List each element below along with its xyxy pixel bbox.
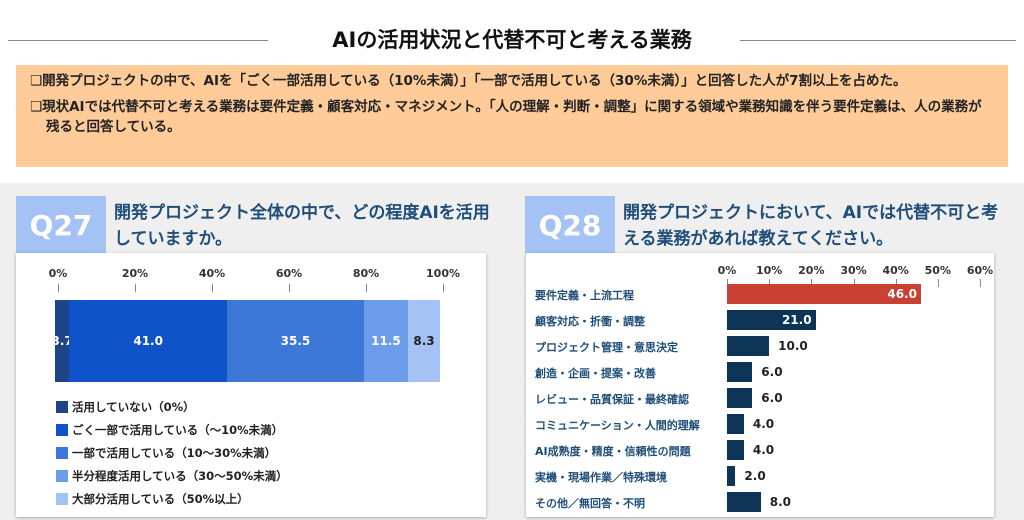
axis-tick-mark xyxy=(135,284,136,292)
bar xyxy=(727,388,753,408)
legend-item: 大部分活用している（50%以上） xyxy=(56,491,249,507)
bar xyxy=(727,440,744,460)
axis-tick-label: 60% xyxy=(966,264,994,277)
legend-label: 活用していない（0%） xyxy=(72,400,195,414)
axis-tick-label: 30% xyxy=(840,264,867,277)
data-label: 8.0 xyxy=(769,495,791,509)
axis-tick-label: 20% xyxy=(121,267,149,280)
legend-swatch xyxy=(56,401,68,413)
axis-tick-mark xyxy=(289,284,290,292)
category-label: 要件定義・上流工程 xyxy=(535,289,634,302)
category-label: 実機・現場作業／特殊環境 xyxy=(535,471,667,484)
bar xyxy=(727,466,736,486)
axis-tick-label: 60% xyxy=(275,267,303,280)
legend-swatch xyxy=(56,493,68,505)
summary-point-1: ❑開発プロジェクトの中で、AIを「ごく一部活用している（10%未満）」「一部で活… xyxy=(30,73,907,89)
q28-badge: Q28 xyxy=(525,196,615,254)
bar xyxy=(727,414,744,434)
data-label: 6.0 xyxy=(761,391,783,405)
summary-box: ❑開発プロジェクトの中で、AIを「ごく一部活用している（10%未満）」「一部で活… xyxy=(16,65,1008,167)
data-label: 6.0 xyxy=(761,365,783,379)
legend-label: 一部で活用している（10～30%未満） xyxy=(72,446,277,460)
axis-tick-label: 40% xyxy=(198,267,226,280)
data-label: 4.0 xyxy=(752,417,775,431)
bar xyxy=(727,336,770,356)
data-label: 10.0 xyxy=(778,339,808,353)
legend-item: ごく一部で活用している（～10%未満） xyxy=(56,422,283,438)
axis-tick-mark xyxy=(443,284,444,292)
axis-tick-label: 100% xyxy=(426,267,460,280)
q28-chart: 0% 10% 20% 30% 40% 50% 60% 要件定義・上流工程 46.0 顧客対応・折衝… xyxy=(526,253,994,517)
legend-swatch xyxy=(56,447,68,459)
data-label: 4.0 xyxy=(752,443,775,457)
axis-tick-label: 10% xyxy=(755,264,783,277)
axis-tick-label: 80% xyxy=(352,267,380,280)
axis-tick-mark xyxy=(58,284,59,292)
axis-tick-label: 0% xyxy=(717,264,737,277)
bar xyxy=(727,492,761,512)
legend-item: 半分程度活用している（30～50%未満） xyxy=(56,468,288,484)
bar-segment: 41.0 xyxy=(69,300,228,382)
axis-tick-label: 40% xyxy=(882,264,909,277)
category-label: プロジェクト管理・意思決定 xyxy=(535,341,678,354)
legend-label: 大部分活用している（50%以上） xyxy=(72,492,249,506)
axis-tick-label: 20% xyxy=(798,264,825,277)
bar xyxy=(727,362,753,382)
category-label: AI成熟度・精度・信頼性の問題 xyxy=(535,445,691,458)
q27-title: 開発プロジェクト全体の中で、どの程度AIを活用していますか。 xyxy=(114,203,490,249)
axis-tick-label: 50% xyxy=(924,264,951,277)
axis-tick-label: 0% xyxy=(48,267,68,280)
bar-segment: 11.5 xyxy=(363,300,409,382)
category-label: レビュー・品質保証・最終確認 xyxy=(535,393,689,406)
axis-tick-mark xyxy=(937,279,939,287)
data-label: 2.0 xyxy=(744,469,766,483)
axis-tick-mark xyxy=(895,279,897,287)
axis-tick-mark xyxy=(811,279,813,287)
legend-label: 半分程度活用している（30～50%未満） xyxy=(72,469,288,483)
bar-segment: 8.3 xyxy=(408,300,440,382)
bar: 46.0 xyxy=(727,284,921,304)
bar: 21.0 xyxy=(727,310,816,330)
page-title: AIの活用状況と代替不可と考える業務 xyxy=(0,24,1024,54)
title-rule-right xyxy=(740,40,1016,41)
legend-label: ごく一部で活用している（～10%未満） xyxy=(72,423,284,437)
q27-chart: 0% 20% 40% 60% 80% 100% 3.7 41.0 35.5 11.5 8.3 活用して… xyxy=(16,253,486,517)
legend-swatch xyxy=(56,470,68,482)
category-label: 創造・企画・提案・改善 xyxy=(535,367,656,380)
legend-item: 一部で活用している（10～30%未満） xyxy=(56,445,276,461)
bar-segment: 3.7 xyxy=(51,300,73,382)
category-label: その他／無回答・不明 xyxy=(535,497,645,510)
q28-title: 開発プロジェクトにおいて、AIでは代替不可と考える業務があれば教えてください。 xyxy=(623,203,999,249)
category-label: 顧客対応・折衝・調整 xyxy=(535,315,645,328)
axis-tick-mark xyxy=(366,284,367,292)
category-label: コミュニケーション・人間的理解 xyxy=(535,419,700,432)
legend-item: 活用していない（0%） xyxy=(56,399,195,415)
bar-segment: 35.5 xyxy=(227,300,364,382)
axis-tick-mark xyxy=(727,279,728,287)
legend-swatch xyxy=(56,424,68,436)
axis-tick-mark xyxy=(853,279,855,287)
summary-point-2: ❑現状AIでは代替不可と考える業務は要件定義・顧客対応・マネジメント。「人の理解… xyxy=(30,99,982,135)
title-rule-left xyxy=(8,40,268,41)
q27-badge: Q27 xyxy=(16,196,106,254)
axis-tick-mark xyxy=(980,279,981,287)
axis-tick-mark xyxy=(212,284,213,292)
axis-tick-mark xyxy=(769,279,771,287)
